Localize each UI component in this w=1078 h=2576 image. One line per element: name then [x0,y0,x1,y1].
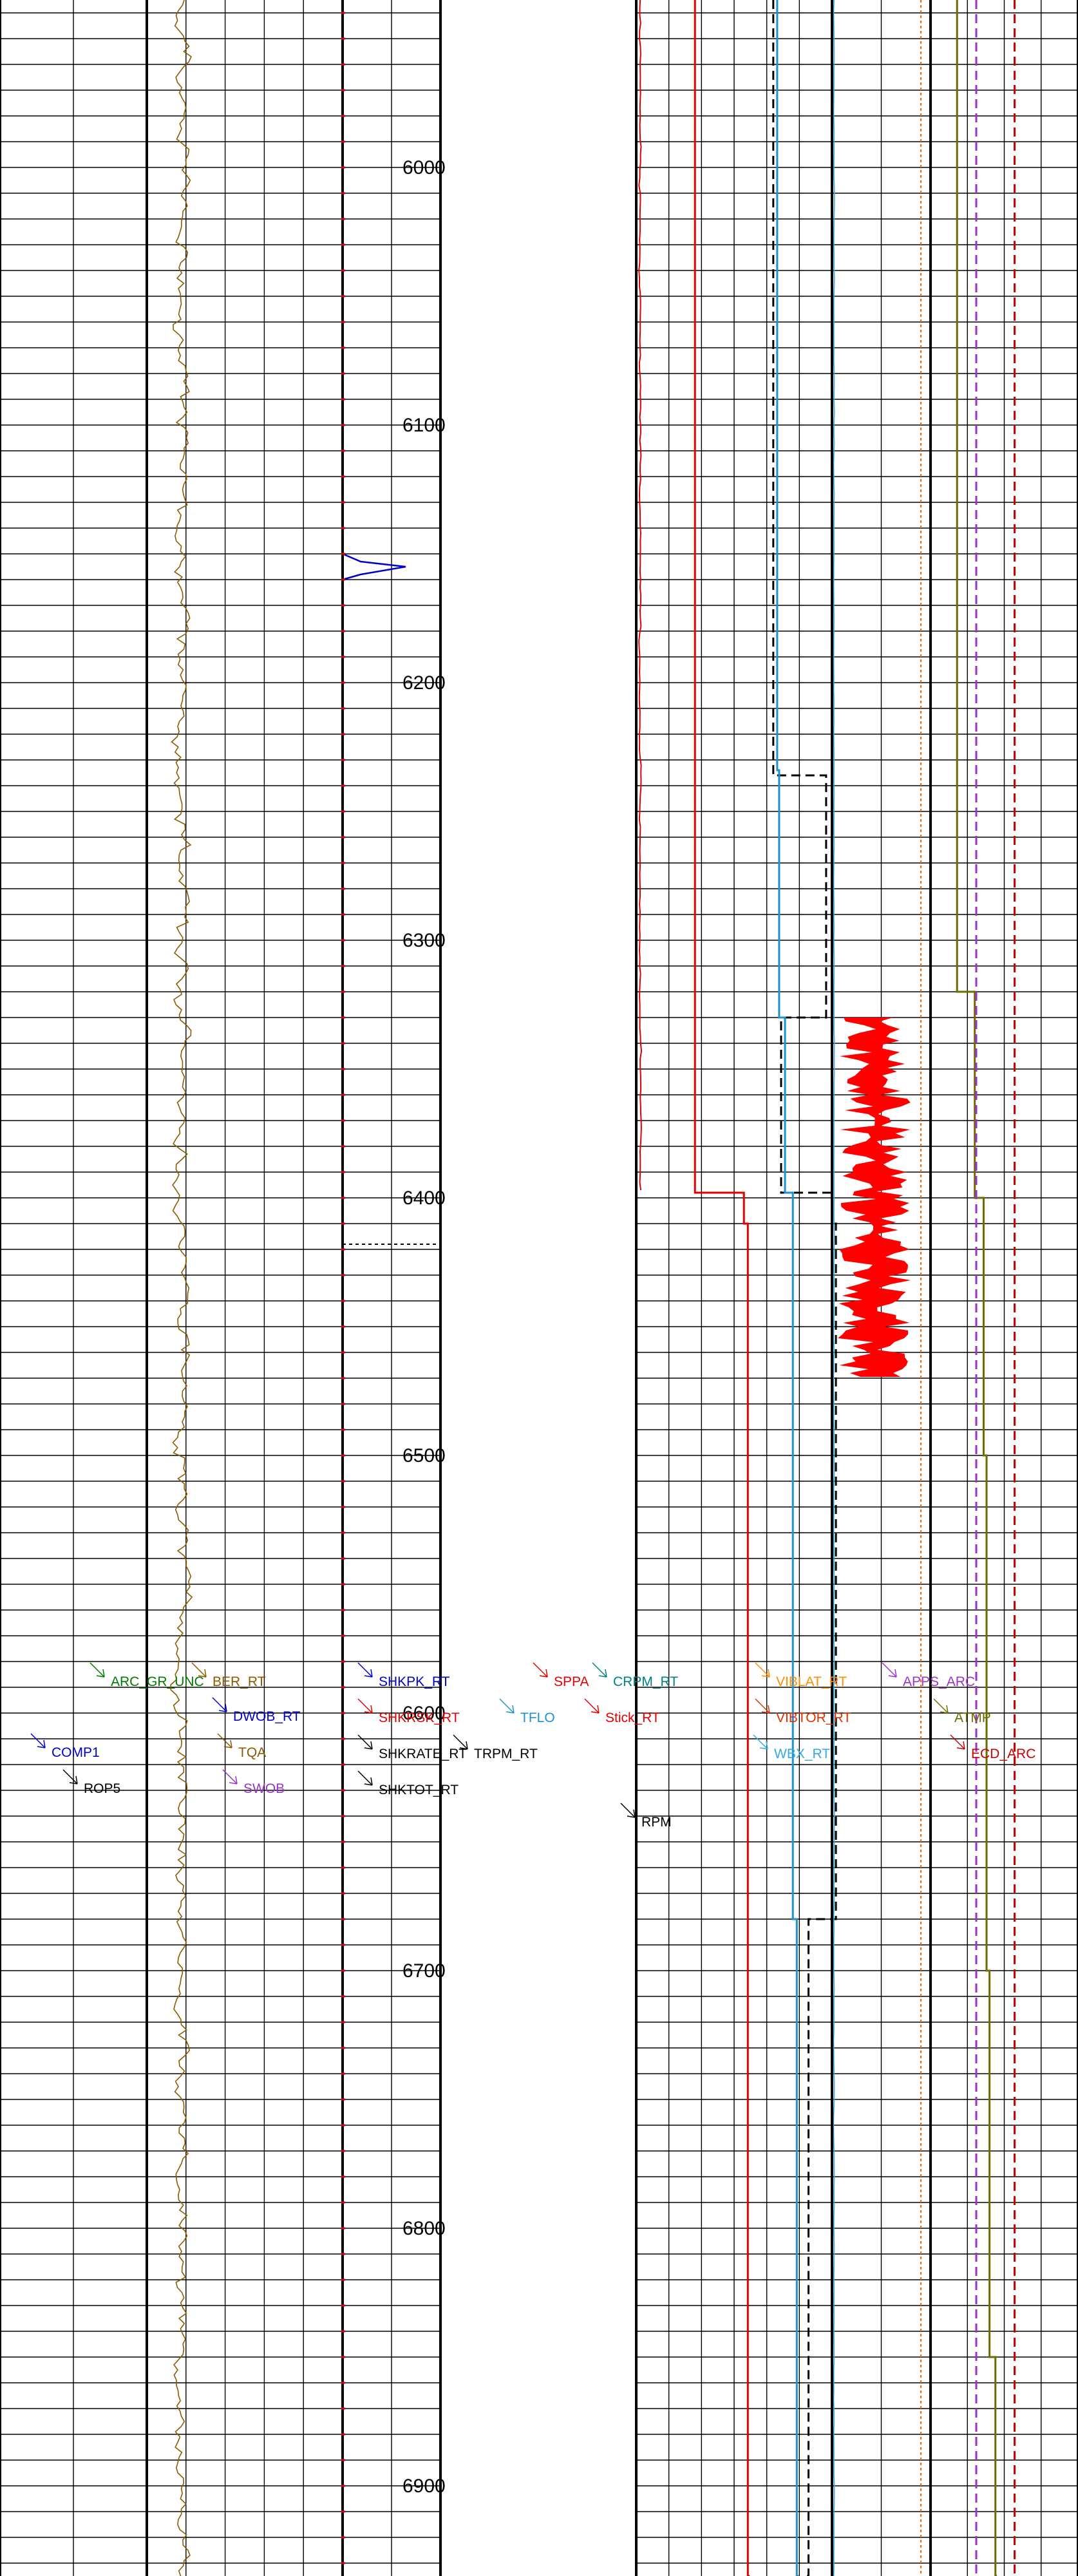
curve-label-text: SHKPK_RT [379,1674,450,1689]
curve-label-text: TQA [238,1745,266,1760]
curve-label-ber-rt: BER_RT [191,1662,266,1689]
label-arrow [755,1662,770,1678]
ber-curve [170,0,193,2576]
curve-label-tflo: TFLO [499,1698,555,1725]
label-arrow [222,1769,238,1785]
label-arrow [357,1698,373,1714]
label-arrow [453,1734,468,1750]
curve-label-vibtor-rt: VIBTOR_RT [755,1698,851,1725]
sppa-step-curve [694,0,750,2576]
curve-label-apps-arc: APPS_ARC [882,1662,975,1689]
curve-label-text: RPM [641,1815,672,1830]
label-arrow [933,1698,949,1714]
curve-label-text: SHKTOT_RT [379,1783,459,1797]
curve-label-text: COMP1 [52,1745,100,1760]
label-arrow [533,1662,548,1678]
depth-label: 6600 [402,1703,446,1724]
depth-label: 6100 [402,415,446,436]
tflo-step-curve [776,0,799,2576]
depth-label: 6300 [402,930,446,951]
depth-label: 6000 [402,157,446,178]
label-arrow [755,1698,770,1714]
curve-label-stick-rt: Stick_RT [584,1698,660,1725]
label-arrow [191,1662,207,1678]
curve-label-text: ECD_ARC [971,1747,1035,1761]
curves [170,0,1016,2576]
curve-label-shkrsk-rt: SHKRSK_RT [357,1698,460,1725]
depth-label: 6800 [402,2218,446,2239]
label-arrow [584,1698,600,1714]
curve-label-viblat-rt: VIBLAT_RT [755,1662,847,1689]
curve-label-shkrate-rt: SHKRATE_RT [357,1734,467,1761]
curve-label-text: Stick_RT [605,1710,660,1725]
label-arrow [217,1733,232,1748]
label-arrow [499,1698,515,1714]
curve-label-arc-gr-unc: ARC_GR_UNC [90,1662,204,1689]
label-arrow [357,1770,373,1786]
label-arrow [357,1734,373,1750]
depth-label: 6900 [402,2476,446,2497]
label-arrow [950,1734,965,1750]
label-arrow [30,1733,46,1748]
label-arrow [212,1697,227,1712]
label-arrow [882,1662,897,1678]
curve-label-text: TRPM_RT [474,1747,538,1761]
shkpk-spike [342,553,406,581]
depth-label: 6500 [402,1445,446,1466]
curve-label-wbx-rt: WBX_RT [753,1734,830,1761]
curve-label-dwob-rt: DWOB_RT [212,1697,301,1724]
curve-label-text: VIBLAT_RT [776,1674,847,1689]
shaded-fills [838,1018,911,1377]
curve-label-text: TFLO [520,1710,555,1725]
curve-label-text: APPS_ARC [903,1674,975,1689]
label-arrow [620,1803,636,1818]
label-arrow [592,1662,607,1678]
curve-label-swob: SWOB [222,1769,285,1796]
wbx-curve [833,0,835,2576]
curve-label-comp1: COMP1 [30,1733,100,1760]
curve-label-text: SHKRATE_RT [379,1747,467,1761]
curve-label-text: VIBTOR_RT [776,1710,851,1725]
curve-label-text: WBX_RT [774,1747,830,1761]
curve-label-crpm-rt: CRPM_RT [592,1662,678,1689]
curve-label-text: CRPM_RT [613,1674,678,1689]
curve-label-shkpk-rt: SHKPK_RT [357,1662,450,1689]
curve-label-text: ATMP [954,1710,991,1725]
curve-label-text: SPPA [554,1674,589,1689]
curve-label-atmp: ATMP [933,1698,991,1725]
atmp-step-curve [956,0,998,2576]
sppa-top-curve [638,0,643,1191]
curve-label-trpm-rt: TRPM_RT [453,1734,538,1761]
label-arrow [90,1662,105,1678]
label-arrow [62,1769,78,1785]
label-arrow [357,1662,373,1678]
curve-label-text: SWOB [243,1781,285,1796]
vibration-shaded-fill [838,1018,911,1377]
depth-label: 6400 [402,1188,446,1209]
label-arrow [753,1734,768,1750]
trpm_rt-step-curve [772,0,837,2576]
curve-label-text: ROP5 [84,1781,120,1796]
curve-label-text: SHKRSK_RT [379,1710,460,1725]
curve-label-rpm: RPM [620,1803,672,1830]
depth-label: 6700 [402,1960,446,1982]
curve-label-text: BER_RT [213,1674,266,1689]
curve-label-rop5: ROP5 [62,1769,120,1796]
depth-label: 6200 [402,672,446,694]
curve-label-ecd-arc: ECD_ARC [950,1734,1035,1761]
curve-label-text: ARC_GR_UNC [111,1674,204,1689]
curve-labels: ARC_GR_UNC BER_RT DWOB_RT COMP1 TQA ROP5 SWOB S… [30,1662,1035,1830]
curve-label-sppa: SPPA [533,1662,589,1689]
curve-label-shktot-rt: SHKTOT_RT [357,1770,459,1797]
depth-axis: 6000 6100 6200 6300 6400 6500 6600 6700 6800 6900 [402,157,446,2497]
curve-label-tqa: TQA [217,1733,266,1760]
curve-label-text: DWOB_RT [233,1709,301,1724]
